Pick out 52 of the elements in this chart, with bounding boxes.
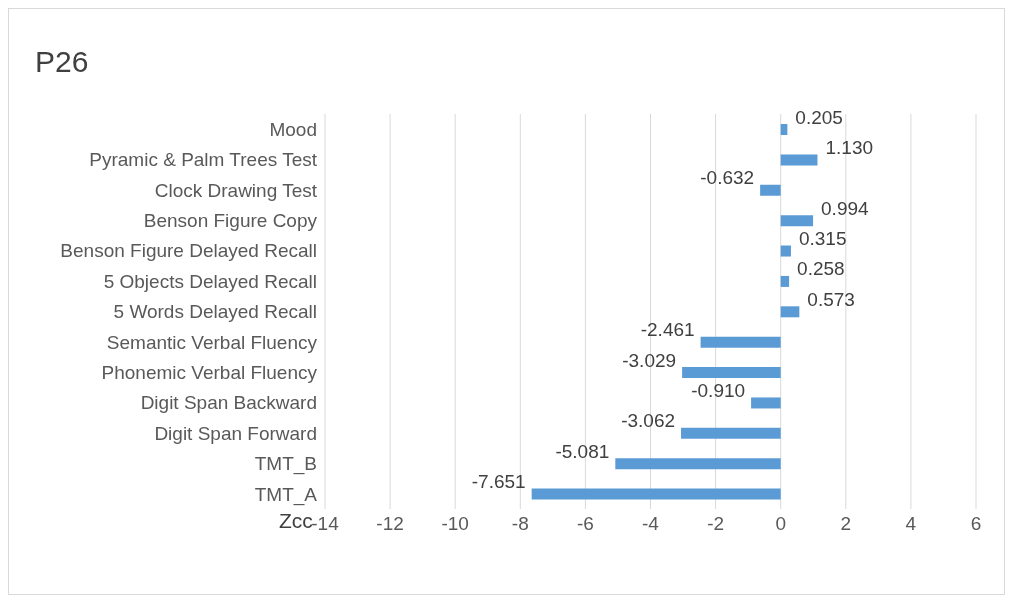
y-tick-label: Semantic Verbal Fluency: [106, 331, 318, 353]
text: P26: [35, 45, 89, 79]
bar: [682, 367, 781, 379]
x-tick-label: -12: [376, 513, 404, 535]
data-label: 0.315: [798, 228, 847, 250]
data-label: -3.029: [622, 349, 677, 371]
y-tick-label: Phonemic Verbal Fluency: [101, 362, 318, 384]
bar: [780, 275, 790, 287]
data-label: 1.130: [825, 136, 874, 158]
data-label: -5.081: [555, 440, 610, 462]
y-tick-label: Clock Drawing Test: [154, 179, 318, 201]
bar: [531, 488, 781, 500]
y-tick-label: TMT_A: [254, 483, 318, 506]
bar: [751, 397, 781, 409]
x-tick-label: -2: [707, 513, 725, 535]
x-tick-label: 0: [775, 513, 786, 535]
data-label: 0.205: [795, 106, 843, 128]
x-tick-label: 6: [970, 513, 982, 535]
y-tick-label: Benson Figure Delayed Recall: [60, 240, 317, 262]
data-label: -0.632: [700, 167, 755, 189]
x-tick-label: -8: [511, 513, 529, 535]
data-label: 0.258: [797, 258, 845, 280]
y-tick-label: Benson Figure Copy: [143, 210, 318, 232]
x-axis-title: Zcc: [279, 509, 313, 533]
y-tick-label: Pyramic & Palm Trees Test: [89, 149, 318, 171]
data-label: 0.573: [807, 288, 855, 310]
y-tick-label: Digit Span Forward: [154, 422, 317, 444]
x-tick-label: -6: [576, 513, 594, 535]
bar: [700, 336, 781, 348]
bar: [780, 215, 814, 227]
bar: [780, 154, 818, 166]
y-tick-label: Mood: [269, 118, 317, 140]
bar: [681, 427, 781, 439]
bar: [780, 124, 788, 135]
data-label: -3.062: [621, 410, 676, 432]
data-label: -0.910: [691, 379, 746, 401]
x-tick-label: -4: [642, 513, 660, 535]
bar: [615, 458, 781, 470]
bar: [760, 184, 781, 196]
y-tick-label: Digit Span Backward: [140, 392, 317, 414]
x-tick-label: -14: [311, 513, 340, 535]
data-label: -7.651: [471, 471, 526, 493]
bar: [780, 245, 791, 257]
y-tick-label: TMT_B: [254, 453, 317, 476]
y-tick-label: 5 Words Delayed Recall: [113, 301, 317, 323]
y-tick-label: 5 Objects Delayed Recall: [103, 270, 317, 292]
data-label: 0.994: [821, 197, 870, 219]
data-label: -2.461: [640, 319, 695, 341]
x-tick-label: 2: [840, 513, 852, 535]
x-tick-label: 4: [905, 513, 917, 535]
bar: [780, 306, 800, 318]
x-tick-label: -10: [441, 513, 469, 535]
